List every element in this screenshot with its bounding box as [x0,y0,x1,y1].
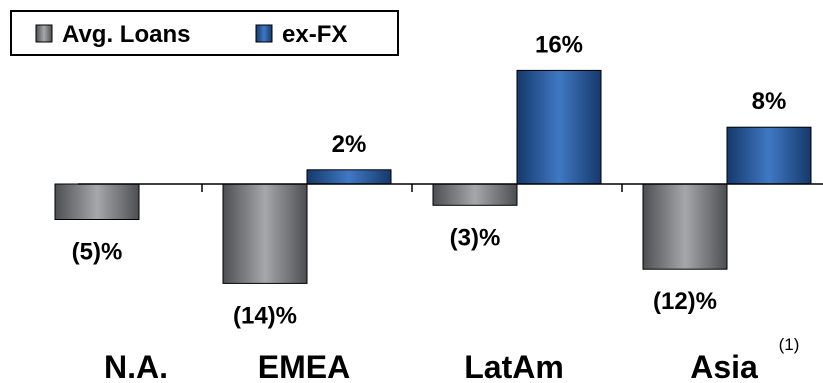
data-label: (12)% [653,288,717,315]
legend-label-ex-fx: ex-FX [282,21,347,48]
legend-box [10,10,399,56]
legend: Avg. Loans ex-FX [10,10,399,56]
bars [54,69,812,284]
data-label: (3)% [450,224,501,251]
x-axis [78,183,823,192]
legend-swatch-ex-fx [255,24,273,43]
legend-swatch-avg-loans [35,24,53,43]
data-label: 16% [535,31,583,58]
category-label: LatAm [464,349,564,383]
bar-ex-fx-asia [726,126,812,185]
bar-avg-loans-emea [222,183,308,284]
data-label: 8% [752,88,787,115]
data-label: 2% [332,131,367,158]
bar-avg-loans-latam [432,183,518,206]
category-labels: N.A. EMEA LatAm Asia (1) [104,335,799,383]
data-labels: (5)% (14)% (3)% (12)% 2% 16% 8% [72,31,787,329]
data-label: (5)% [72,239,123,266]
data-label: (14)% [233,302,297,329]
category-footnote: (1) [779,335,800,354]
category-label: Asia [690,349,758,383]
bar-avg-loans-asia [642,183,728,270]
bar-ex-fx-emea [306,169,392,185]
legend-label-avg-loans: Avg. Loans [62,21,190,48]
bar-avg-loans-na [54,183,140,220]
category-label: N.A. [104,349,168,383]
category-label: EMEA [258,349,350,383]
bar-ex-fx-latam [516,69,602,185]
